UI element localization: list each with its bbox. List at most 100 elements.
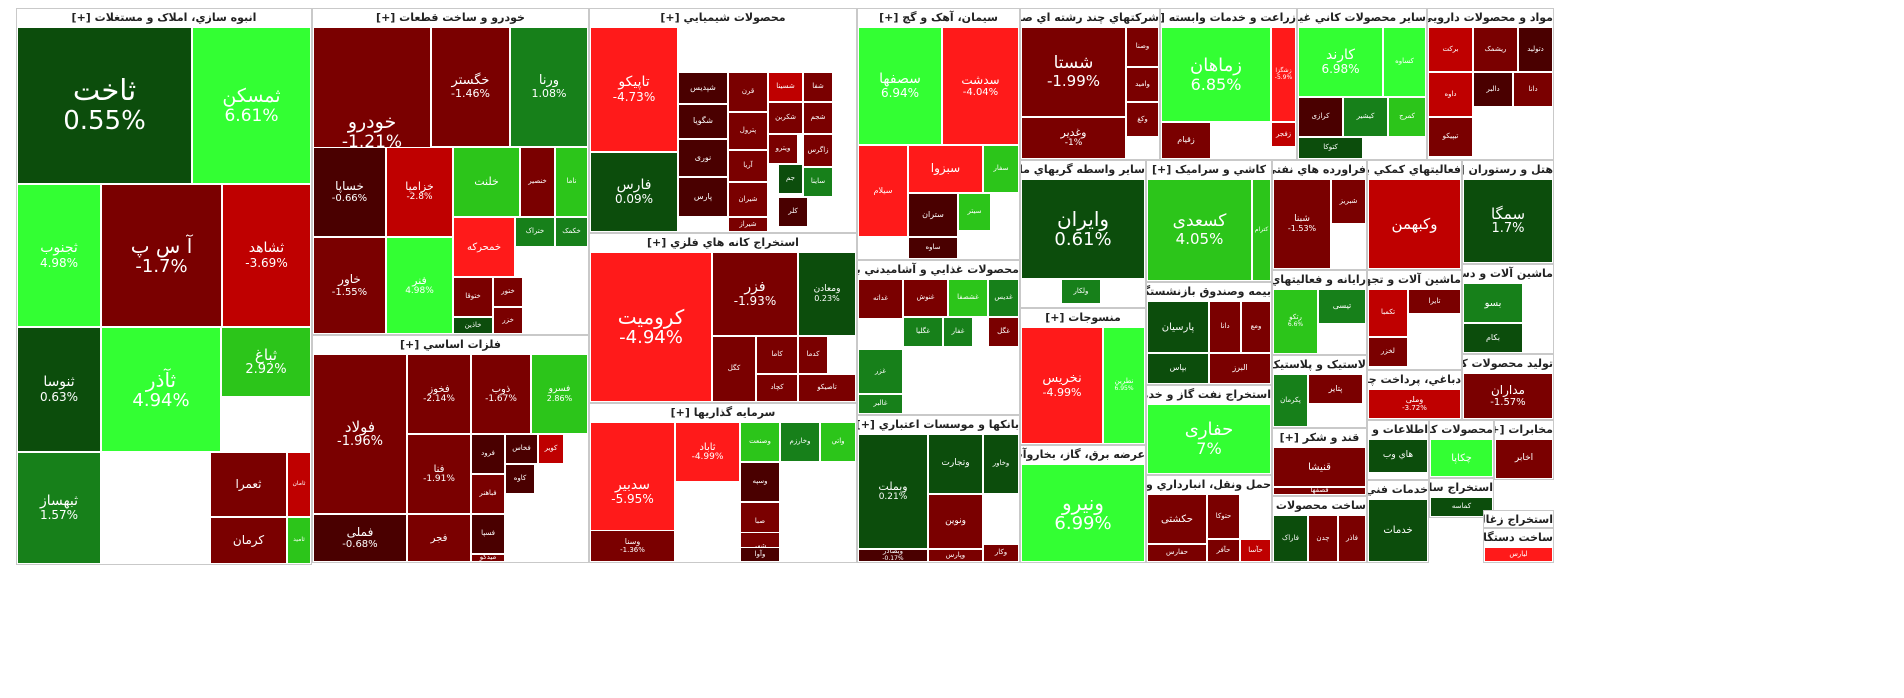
tile[interactable]: کگل — [712, 336, 756, 402]
sector-title[interactable]: عرضه برق، گاز، بخاروآب گرم [+] — [1021, 446, 1145, 464]
sector-title[interactable]: محصولات کاغذي [+] — [1430, 421, 1493, 439]
tile[interactable]: فخاس — [505, 434, 538, 464]
tile[interactable]: کرمان — [210, 517, 287, 564]
tile[interactable]: رتکو 6.6% — [1273, 289, 1318, 354]
sector-title[interactable]: قند و شکر [+] — [1273, 429, 1366, 447]
tile[interactable]: خنصیر — [520, 147, 555, 217]
tile[interactable]: پترول — [728, 112, 768, 150]
tile[interactable]: البرز — [1209, 353, 1271, 384]
tile[interactable]: شستا -1.99% — [1021, 27, 1126, 117]
tile[interactable]: زفجر — [1271, 122, 1296, 147]
tile[interactable]: ثمسکن 6.61% — [192, 27, 311, 184]
tile[interactable]: ثاخت 0.55% — [17, 27, 192, 184]
tile[interactable]: قنیشا — [1273, 447, 1366, 487]
tile[interactable]: سصفها 6.94% — [858, 27, 942, 145]
sector-title[interactable]: مخابرات [+] — [1495, 421, 1553, 439]
tile[interactable]: ورنا 1.08% — [510, 27, 588, 147]
sector-title[interactable]: استخراج زغال سنگ [+] — [1484, 511, 1553, 527]
tile[interactable]: ثجنوب 4.98% — [17, 184, 101, 327]
tile[interactable]: فاذر — [1338, 515, 1366, 562]
tile[interactable]: غداته — [858, 279, 903, 319]
sector-title[interactable]: ساخت دستگاهها و وسايل ارتباطي [+] — [1484, 529, 1553, 547]
tile[interactable]: وکبهمن — [1368, 179, 1461, 269]
tile[interactable]: نطرین 6.95% — [1103, 327, 1145, 444]
tile[interactable]: ختراک — [515, 217, 555, 247]
tile[interactable]: سدشت -4.04% — [942, 27, 1019, 145]
tile[interactable]: برکت — [1428, 27, 1473, 72]
tile[interactable]: کسعدی 4.05% — [1147, 179, 1252, 281]
tile[interactable]: تکمبا — [1368, 289, 1408, 337]
tile[interactable]: شپدیس — [678, 72, 728, 104]
tile[interactable]: کارند 6.98% — [1298, 27, 1383, 97]
sector-title[interactable]: مواد و محصولات دارويي [+] — [1428, 9, 1553, 27]
tile[interactable]: دالبر — [1473, 72, 1513, 107]
sector-title[interactable]: بيمه وصندوق بازنشستگي به [+] — [1147, 283, 1271, 301]
tile[interactable]: شسینا — [768, 72, 803, 102]
tile[interactable]: وکار — [983, 544, 1019, 562]
tile[interactable]: وخارزم — [780, 422, 820, 462]
tile[interactable]: زقیام — [1161, 122, 1211, 159]
tile[interactable]: ونیرو 6.99% — [1021, 464, 1145, 562]
tile[interactable]: واتي — [820, 422, 856, 462]
tile[interactable]: ومعادن 0.23% — [798, 252, 856, 336]
sector-title[interactable]: هتل و رستوران [+] — [1463, 161, 1553, 179]
tile[interactable]: فنر 4.98% — [386, 237, 453, 334]
sector-title[interactable]: سرمايه گذاريها [+] — [590, 404, 856, 422]
sector-title[interactable]: کاشي و سراميک [+] — [1147, 161, 1271, 179]
tile[interactable]: میدکو — [471, 554, 505, 562]
tile[interactable]: ختوقا — [453, 277, 493, 317]
tile[interactable]: لخزر — [1368, 337, 1408, 367]
tile[interactable]: خدمات — [1368, 499, 1428, 562]
tile[interactable]: کتوکا — [1298, 137, 1363, 159]
sector-title[interactable]: خودرو و ساخت قطعات [+] — [313, 9, 588, 27]
tile[interactable]: جم — [778, 164, 803, 194]
tile[interactable]: زاگرس — [803, 134, 833, 167]
sector-title[interactable]: منسوجات [+] — [1021, 309, 1145, 327]
tile[interactable]: کچاد — [756, 374, 798, 402]
tile[interactable]: غالبر — [858, 394, 903, 414]
tile[interactable]: وکغ — [1126, 102, 1159, 137]
tile[interactable]: کلر — [778, 197, 808, 227]
tile[interactable]: کساوه — [1383, 27, 1426, 97]
tile[interactable]: وسپه — [740, 462, 780, 502]
tile[interactable]: سفار — [983, 145, 1019, 193]
tile[interactable]: فنا -1.91% — [407, 434, 471, 514]
sector-title[interactable]: توليد محصولات کامپيوتري [+] — [1463, 355, 1553, 373]
tile[interactable]: غدیس — [988, 279, 1019, 317]
sector-title[interactable]: حمل ونقل، انبارداري و ارتباطات [+] — [1147, 476, 1271, 494]
tile[interactable]: حکشتی — [1147, 494, 1207, 544]
tile[interactable]: حآفر — [1207, 539, 1240, 562]
tile[interactable]: فباهنر — [471, 474, 505, 514]
tile[interactable]: دتولید — [1518, 27, 1553, 72]
tile[interactable]: وغدیر -1% — [1021, 117, 1126, 159]
tile[interactable]: خاور -1.55% — [313, 237, 386, 334]
tile[interactable]: وخاور — [983, 434, 1019, 494]
tile[interactable]: وآوا — [740, 547, 780, 562]
tile[interactable]: وبملت 0.21% — [858, 434, 928, 549]
sector-title[interactable]: لاستيک و پلاستيک [+] — [1273, 356, 1366, 374]
tile[interactable]: ثنوسا 0.63% — [17, 327, 101, 452]
tile[interactable]: وملی -3.72% — [1368, 389, 1461, 419]
tile[interactable]: مداران -1.57% — [1463, 373, 1553, 419]
tile[interactable]: قصفها — [1273, 487, 1366, 495]
sector-title[interactable]: استخراج ساير معادن [+] — [1430, 479, 1493, 497]
sector-title[interactable]: محصولات شيميايي [+] — [590, 9, 856, 27]
tile[interactable]: شفا — [803, 72, 833, 102]
tile[interactable]: کویر — [538, 434, 564, 464]
tile[interactable]: ثبهساز 1.57% — [17, 452, 101, 564]
tile[interactable]: چدن — [1308, 515, 1338, 562]
tile[interactable]: ثباغ 2.92% — [221, 327, 311, 397]
tile[interactable]: حفاری 7% — [1147, 404, 1271, 474]
tile[interactable]: خاذین — [453, 317, 493, 334]
tile[interactable]: خساپا -0.66% — [313, 147, 386, 237]
tile[interactable]: ریشمک — [1473, 27, 1518, 72]
tile[interactable]: داوه — [1428, 72, 1473, 117]
tile[interactable]: فسپا — [471, 514, 505, 554]
tile[interactable]: وامید — [1126, 67, 1159, 102]
tile[interactable]: ونوین — [928, 494, 983, 549]
tile[interactable]: کاما — [756, 336, 798, 374]
tile[interactable]: کمرج — [1388, 97, 1426, 137]
tile[interactable]: وصنا — [1126, 27, 1159, 67]
tile[interactable]: شگویا — [678, 104, 728, 139]
sector-title[interactable]: ساخت محصولات فلزي [+] — [1273, 497, 1366, 515]
